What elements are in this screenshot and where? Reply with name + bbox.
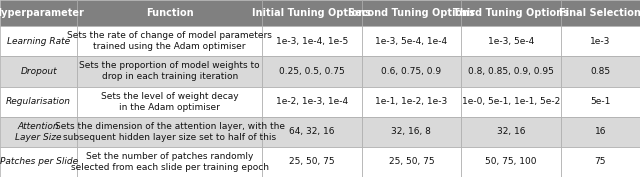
Text: Sets the proportion of model weights to
drop in each training iteration: Sets the proportion of model weights to …: [79, 61, 260, 81]
Text: 0.25, 0.5, 0.75: 0.25, 0.5, 0.75: [279, 67, 345, 76]
Text: Dropout: Dropout: [20, 67, 57, 76]
Bar: [561, 147, 640, 177]
Text: 1e-3, 1e-4, 1e-5: 1e-3, 1e-4, 1e-5: [276, 37, 348, 46]
Text: 1e-1, 1e-2, 1e-3: 1e-1, 1e-2, 1e-3: [375, 97, 447, 106]
Bar: [77, 26, 262, 56]
Bar: [362, 87, 461, 117]
Bar: [262, 147, 362, 177]
Bar: [77, 147, 262, 177]
Bar: [461, 147, 561, 177]
Text: 0.6, 0.75, 0.9: 0.6, 0.75, 0.9: [381, 67, 442, 76]
Text: 32, 16: 32, 16: [497, 127, 525, 136]
Text: 1e-3, 5e-4: 1e-3, 5e-4: [488, 37, 534, 46]
Text: 25, 50, 75: 25, 50, 75: [289, 157, 335, 166]
Bar: [77, 56, 262, 87]
Bar: [262, 87, 362, 117]
Bar: [561, 26, 640, 56]
Text: 1e-0, 5e-1, 1e-1, 5e-2: 1e-0, 5e-1, 1e-1, 5e-2: [462, 97, 560, 106]
Text: Hyperparameter: Hyperparameter: [0, 8, 84, 18]
Text: Regularisation: Regularisation: [6, 97, 71, 106]
Bar: [362, 117, 461, 147]
Bar: [262, 26, 362, 56]
Text: Sets the rate of change of model parameters
trained using the Adam optimiser: Sets the rate of change of model paramet…: [67, 31, 272, 51]
Bar: [461, 0, 561, 26]
Bar: [77, 0, 262, 26]
Text: Patches per Slide: Patches per Slide: [0, 157, 77, 166]
Bar: [0, 117, 77, 147]
Text: Attention
Layer Size: Attention Layer Size: [15, 122, 62, 142]
Bar: [561, 0, 640, 26]
Bar: [262, 117, 362, 147]
Bar: [461, 87, 561, 117]
Bar: [0, 26, 77, 56]
Bar: [461, 117, 561, 147]
Text: 1e-3, 5e-4, 1e-4: 1e-3, 5e-4, 1e-4: [376, 37, 447, 46]
Text: 25, 50, 75: 25, 50, 75: [388, 157, 435, 166]
Bar: [0, 87, 77, 117]
Bar: [0, 0, 77, 26]
Text: Final Selection: Final Selection: [559, 8, 640, 18]
Bar: [561, 87, 640, 117]
Bar: [362, 56, 461, 87]
Text: 64, 32, 16: 64, 32, 16: [289, 127, 335, 136]
Text: Set the number of patches randomly
selected from each slide per training epoch: Set the number of patches randomly selec…: [71, 152, 269, 172]
Bar: [262, 0, 362, 26]
Bar: [362, 26, 461, 56]
Text: 75: 75: [595, 157, 606, 166]
Text: Third Tuning Options: Third Tuning Options: [453, 8, 569, 18]
Text: Initial Tuning Options: Initial Tuning Options: [253, 8, 371, 18]
Bar: [262, 56, 362, 87]
Bar: [362, 147, 461, 177]
Bar: [362, 0, 461, 26]
Text: Sets the level of weight decay
in the Adam optimiser: Sets the level of weight decay in the Ad…: [101, 92, 239, 112]
Text: 1e-2, 1e-3, 1e-4: 1e-2, 1e-3, 1e-4: [276, 97, 348, 106]
Bar: [77, 87, 262, 117]
Text: 0.8, 0.85, 0.9, 0.95: 0.8, 0.85, 0.9, 0.95: [468, 67, 554, 76]
Text: Second Tuning Options: Second Tuning Options: [348, 8, 475, 18]
Bar: [461, 56, 561, 87]
Text: Function: Function: [146, 8, 193, 18]
Text: 1e-3: 1e-3: [590, 37, 611, 46]
Text: 5e-1: 5e-1: [590, 97, 611, 106]
Bar: [461, 26, 561, 56]
Text: Learning Rate: Learning Rate: [7, 37, 70, 46]
Text: Sets the dimension of the attention layer, with the
subsequent hidden layer size: Sets the dimension of the attention laye…: [55, 122, 285, 142]
Bar: [561, 56, 640, 87]
Bar: [0, 56, 77, 87]
Bar: [0, 147, 77, 177]
Bar: [77, 117, 262, 147]
Text: 16: 16: [595, 127, 606, 136]
Bar: [561, 117, 640, 147]
Text: 32, 16, 8: 32, 16, 8: [392, 127, 431, 136]
Text: 50, 75, 100: 50, 75, 100: [485, 157, 537, 166]
Text: 0.85: 0.85: [590, 67, 611, 76]
